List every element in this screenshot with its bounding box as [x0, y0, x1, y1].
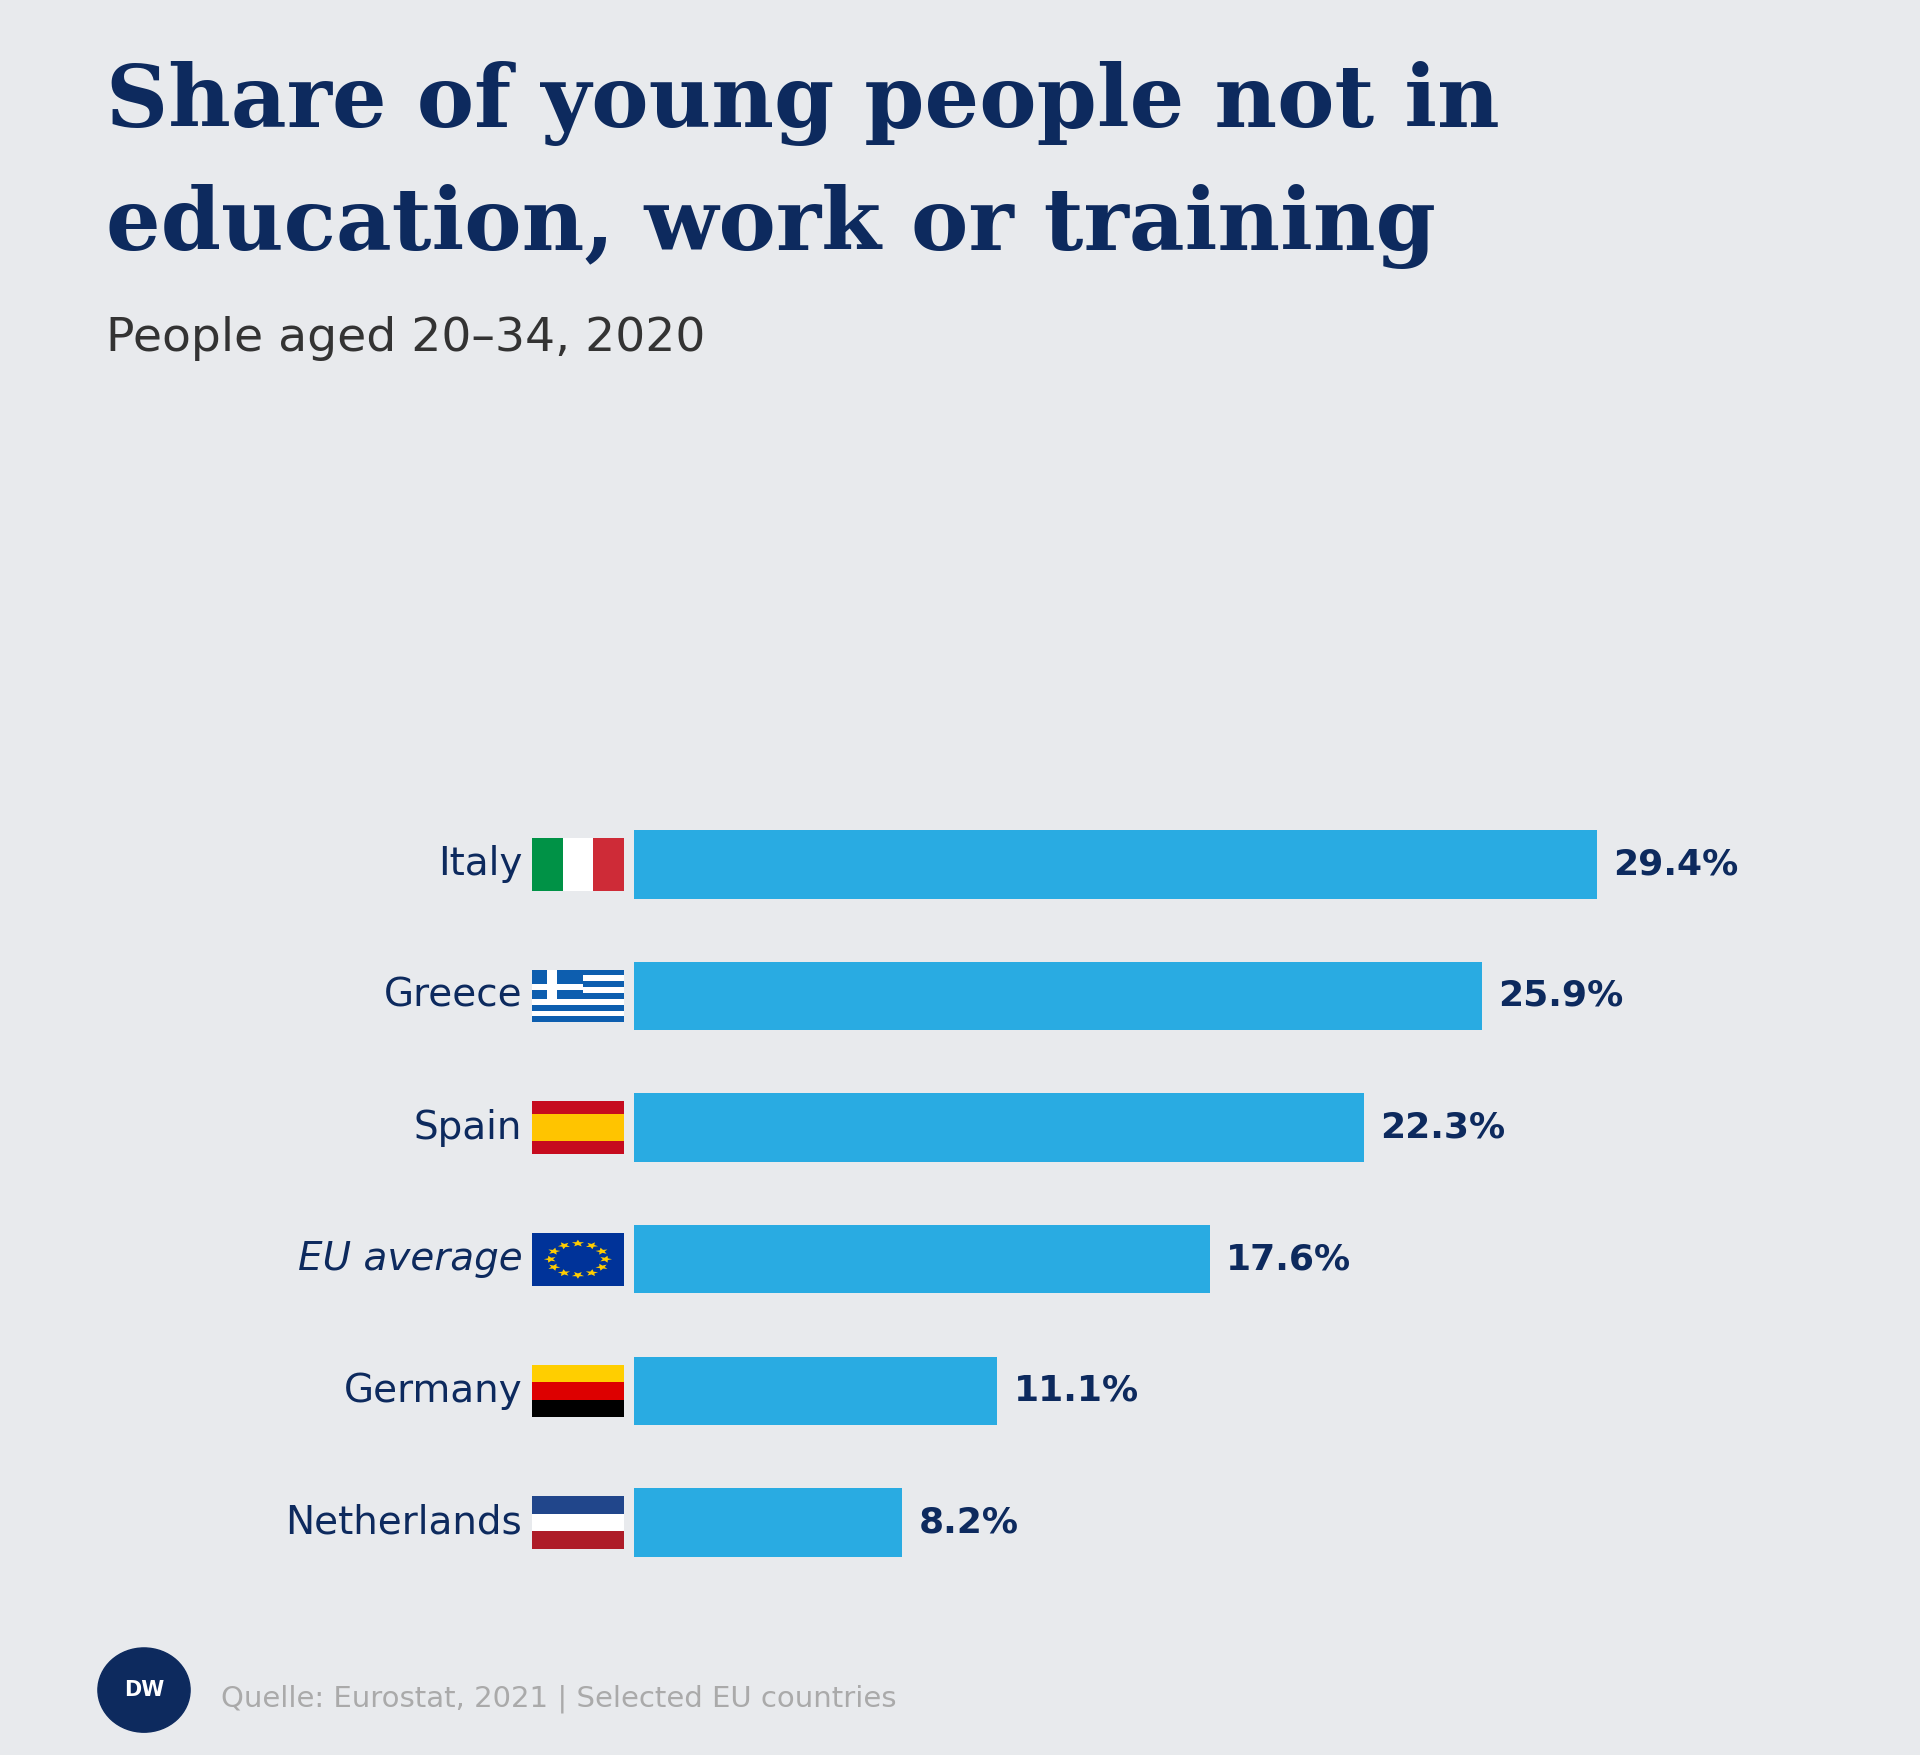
- Text: 8.2%: 8.2%: [918, 1506, 1018, 1539]
- Text: 29.4%: 29.4%: [1613, 848, 1738, 881]
- Text: EU average: EU average: [298, 1241, 522, 1278]
- Polygon shape: [572, 1272, 584, 1279]
- Bar: [563, 839, 593, 892]
- Polygon shape: [543, 1257, 555, 1262]
- Polygon shape: [549, 1264, 561, 1271]
- Bar: [532, 1114, 624, 1141]
- Polygon shape: [559, 1243, 570, 1250]
- Bar: [532, 1004, 624, 1011]
- Bar: [532, 1400, 624, 1418]
- Bar: [634, 1225, 1210, 1293]
- Polygon shape: [586, 1269, 597, 1276]
- Bar: [634, 830, 1597, 899]
- Bar: [593, 839, 624, 892]
- Polygon shape: [601, 1257, 612, 1262]
- Bar: [532, 985, 584, 990]
- Bar: [532, 969, 584, 999]
- Bar: [532, 1011, 624, 1016]
- Polygon shape: [595, 1264, 607, 1271]
- Text: 22.3%: 22.3%: [1380, 1111, 1505, 1144]
- Polygon shape: [595, 1248, 607, 1255]
- Text: Netherlands: Netherlands: [286, 1504, 522, 1541]
- Bar: [532, 1365, 624, 1383]
- Bar: [634, 1093, 1363, 1162]
- Text: education, work or training: education, work or training: [106, 184, 1436, 269]
- Polygon shape: [572, 1239, 584, 1246]
- Polygon shape: [559, 1269, 570, 1276]
- Text: People aged 20–34, 2020: People aged 20–34, 2020: [106, 316, 705, 362]
- Bar: [532, 981, 624, 986]
- Bar: [532, 976, 624, 981]
- Text: 25.9%: 25.9%: [1498, 979, 1624, 1013]
- Bar: [634, 1357, 996, 1425]
- Text: Italy: Italy: [438, 846, 522, 883]
- Text: 11.1%: 11.1%: [1014, 1374, 1139, 1408]
- Text: DW: DW: [125, 1680, 163, 1701]
- Text: Greece: Greece: [384, 978, 522, 1014]
- Text: Spain: Spain: [415, 1109, 522, 1146]
- Text: Germany: Germany: [344, 1372, 522, 1409]
- Bar: [532, 993, 624, 999]
- Bar: [532, 999, 624, 1004]
- Bar: [634, 962, 1482, 1030]
- Bar: [532, 1016, 624, 1021]
- Bar: [547, 969, 557, 999]
- Bar: [532, 1530, 624, 1550]
- Bar: [532, 839, 563, 892]
- Bar: [634, 1488, 902, 1557]
- Bar: [532, 969, 624, 976]
- Bar: [532, 1383, 624, 1400]
- Text: Share of young people not in: Share of young people not in: [106, 61, 1500, 146]
- Polygon shape: [549, 1248, 561, 1255]
- Polygon shape: [586, 1243, 597, 1250]
- Bar: [532, 1513, 624, 1530]
- Circle shape: [98, 1648, 190, 1732]
- Bar: [532, 1495, 624, 1513]
- Text: 17.6%: 17.6%: [1227, 1243, 1352, 1276]
- Text: Quelle: Eurostat, 2021 | Selected EU countries: Quelle: Eurostat, 2021 | Selected EU cou…: [221, 1685, 897, 1713]
- Bar: [532, 986, 624, 993]
